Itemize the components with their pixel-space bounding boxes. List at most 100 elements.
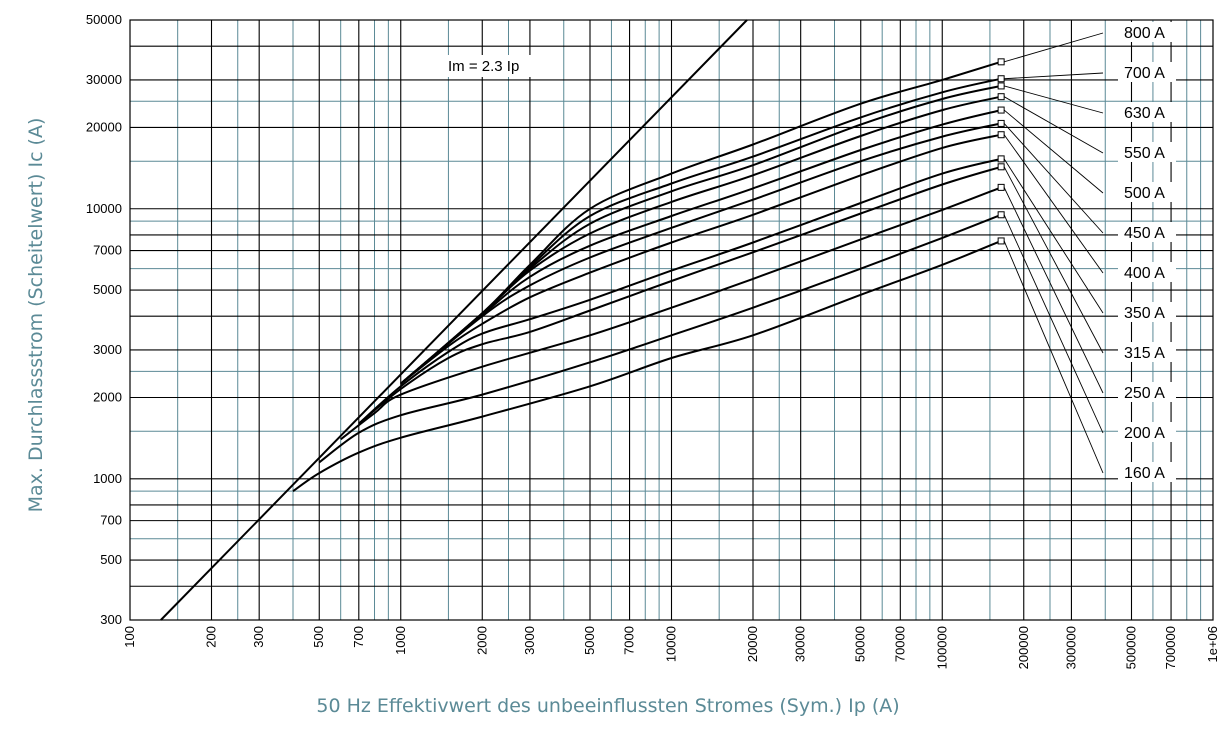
label-leader <box>1004 32 1104 63</box>
series-label-bg <box>1118 182 1176 202</box>
series-curve <box>358 157 1002 425</box>
series-curve <box>400 109 1002 385</box>
series-label-bg <box>1118 102 1176 122</box>
y-tick-label: 7000 <box>93 243 122 258</box>
series-label-bg <box>1118 302 1176 322</box>
label-leaders <box>1003 32 1104 474</box>
series-curve <box>400 95 1002 385</box>
series-label: 315 A <box>1124 345 1165 362</box>
label-leader <box>1004 72 1104 80</box>
series-end-marker <box>997 82 1005 90</box>
label-leader <box>1003 240 1104 474</box>
reference-line-group: Im = 2.3 Ip <box>160 19 748 621</box>
series-label-bg <box>1118 222 1176 242</box>
series-label: 700 A <box>1124 65 1165 82</box>
series-label: 630 A <box>1124 105 1165 122</box>
x-tick-label: 50000 <box>853 626 868 662</box>
series-end-marker <box>997 183 1005 191</box>
x-tick-label: 7000 <box>622 626 637 655</box>
series-curve <box>340 186 1002 441</box>
series-end-marker <box>997 237 1005 245</box>
series-end-marker <box>997 58 1005 66</box>
x-tick-label: 30000 <box>793 626 808 662</box>
y-tick-label: 5000 <box>93 282 122 297</box>
y-tick-label: 3000 <box>93 342 122 357</box>
x-tick-label: 300 <box>251 626 266 648</box>
y-tick-label: 1000 <box>93 471 122 486</box>
x-tick-label: 200000 <box>1016 626 1031 669</box>
y-axis-ticks: 300 500 700 1000 2000 3000 5000 7000 10000 20000 3… <box>86 12 122 627</box>
series-end-marker <box>997 131 1005 139</box>
series-label: 800 A <box>1124 25 1165 42</box>
reference-line-label-bg <box>440 55 538 77</box>
series-label-bg <box>1118 262 1176 282</box>
x-tick-label: 3000 <box>522 626 537 655</box>
series-end-marker <box>997 211 1005 219</box>
label-leader <box>1003 134 1104 274</box>
y-tick-label: 700 <box>100 513 122 528</box>
y-tick-label: 30000 <box>86 72 122 87</box>
label-leader <box>1003 187 1104 394</box>
label-leader <box>1003 109 1104 194</box>
major-grid <box>130 20 1213 620</box>
series-label-bg <box>1118 422 1176 442</box>
x-tick-label: 500000 <box>1123 626 1138 669</box>
series-curve <box>318 213 1002 464</box>
series-labels: 160 A 200 A 250 A 315 A 350 A 400 A 450 A 500 A… <box>1118 22 1176 482</box>
y-tick-label: 20000 <box>86 119 122 134</box>
label-leader <box>1003 166 1104 354</box>
series-curve <box>292 239 1002 493</box>
y-tick-label: 500 <box>100 552 122 567</box>
series-label-bg <box>1118 382 1176 402</box>
series-label: 200 A <box>1124 425 1165 442</box>
series-label-bg <box>1118 142 1176 162</box>
series-label: 400 A <box>1124 265 1165 282</box>
series-label: 250 A <box>1124 385 1165 402</box>
label-leader <box>1003 123 1104 234</box>
series-label-bg <box>1118 62 1176 82</box>
x-tick-label: 500 <box>311 626 326 648</box>
x-tick-label: 100000 <box>934 626 949 669</box>
series-curve <box>400 133 1002 385</box>
series-label: 350 A <box>1124 305 1165 322</box>
label-leader <box>1003 96 1104 154</box>
y-axis-label: Max. Durchlassstrom (Scheitelwert) Ic (A… <box>25 118 47 513</box>
series-label: 450 A <box>1124 225 1165 242</box>
series-label: 550 A <box>1124 145 1165 162</box>
series-end-marker <box>997 163 1005 171</box>
reference-line <box>160 19 748 621</box>
x-tick-label: 1e+06 <box>1205 626 1220 663</box>
x-tick-label: 20000 <box>745 626 760 662</box>
reference-line-label: Im = 2.3 Ip <box>448 58 519 75</box>
x-tick-label: 5000 <box>582 626 597 655</box>
series-label-bg <box>1118 342 1176 362</box>
plot-frame <box>129 19 1214 621</box>
series-curve <box>400 60 1002 385</box>
series-end-marker <box>997 93 1005 101</box>
series-label: 500 A <box>1124 185 1165 202</box>
series-end-marker <box>997 106 1005 114</box>
series-label: 160 A <box>1124 465 1165 482</box>
label-leader <box>1003 158 1104 314</box>
series-curves <box>292 58 1005 493</box>
x-tick-label: 1000 <box>393 626 408 655</box>
x-tick-label: 70000 <box>892 626 907 662</box>
x-tick-label: 700000 <box>1163 626 1178 669</box>
label-leader <box>1004 85 1104 114</box>
x-tick-label: 200 <box>204 626 219 648</box>
series-end-marker <box>997 119 1005 127</box>
x-tick-label: 700 <box>351 626 366 648</box>
series-curve <box>400 122 1002 385</box>
series-end-marker <box>997 155 1005 163</box>
x-axis-label: 50 Hz Effektivwert des unbeeinflussten S… <box>316 695 899 717</box>
y-tick-label: 10000 <box>86 201 122 216</box>
y-tick-label: 50000 <box>86 12 122 27</box>
series-curve <box>400 77 1002 385</box>
series-label-bg <box>1118 462 1176 482</box>
series-curve <box>358 165 1002 425</box>
series-label-bg <box>1118 22 1176 42</box>
y-tick-label: 2000 <box>93 390 122 405</box>
x-axis-ticks: 100 200 300 500 700 1000 2000 3000 5000 7000 10000… <box>122 626 1220 669</box>
label-leader <box>1003 214 1104 434</box>
